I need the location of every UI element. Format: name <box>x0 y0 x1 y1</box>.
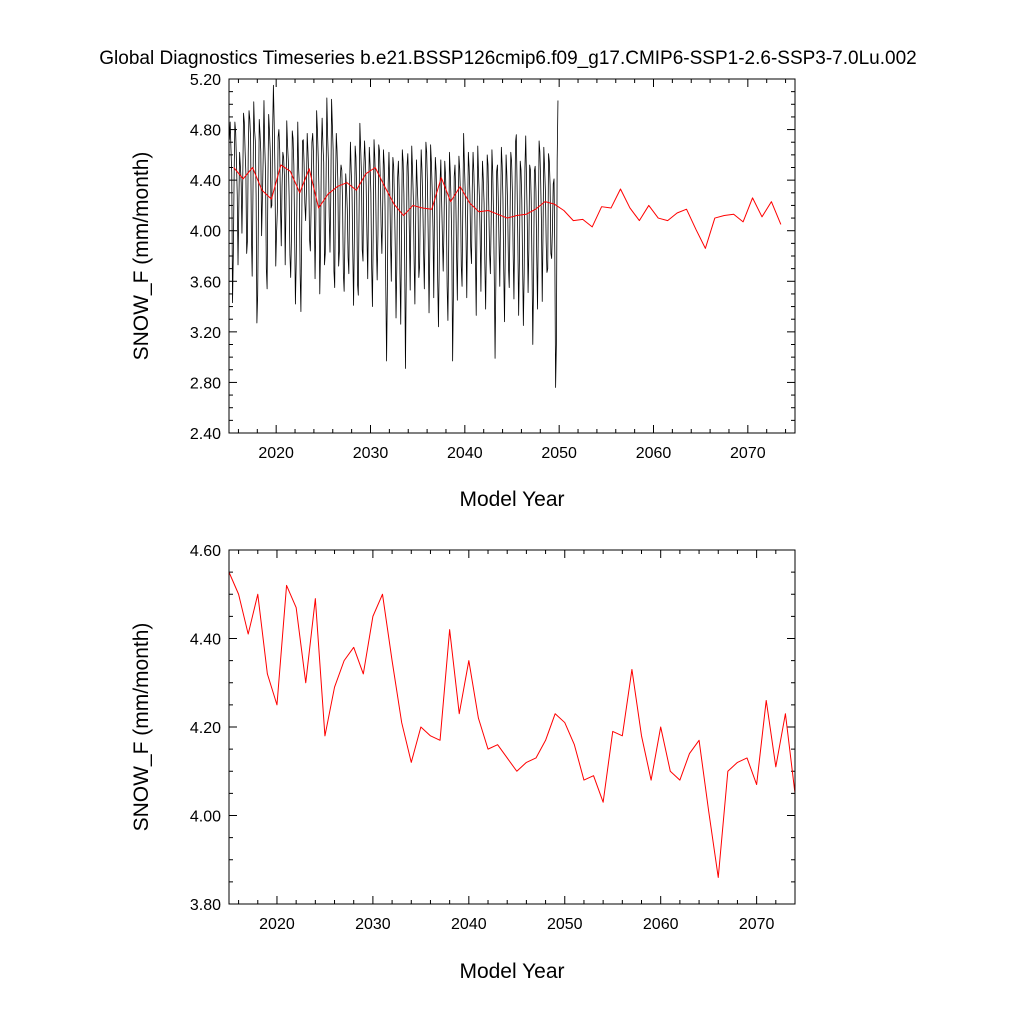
bottom-panel-frame <box>228 549 796 905</box>
bottom-panel-y-tick-label: 3.80 <box>190 897 221 914</box>
bottom-panel-x-tick-label: 2030 <box>355 916 391 933</box>
bottom-panel-x-tick-label: 2070 <box>739 916 775 933</box>
top-panel-frame <box>228 78 796 434</box>
top-panel: 2020 2030 2040 2050 2060 2070 2.40 2.80 3.20 3.60… <box>130 72 796 511</box>
top-panel-y-tick-label: 4.80 <box>190 123 221 140</box>
top-panel-series <box>228 84 782 388</box>
top-panel-x-tick-label: 2030 <box>353 445 389 462</box>
bottom-panel-y-axis-label: SNOW_F (mm/month) <box>130 623 153 832</box>
top-panel-y-tick-label: 3.20 <box>190 325 221 342</box>
bottom-panel-x-tick-label: 2020 <box>259 916 295 933</box>
top-panel-y-tick-label: 2.40 <box>190 426 221 443</box>
top-panel-y-tick-label: 5.20 <box>190 72 221 89</box>
top-panel-x-tick-label: 2070 <box>730 445 766 462</box>
bottom-panel-x-tick-label: 2050 <box>547 916 583 933</box>
top-panel-y-axis-label: SNOW_F (mm/month) <box>130 152 153 361</box>
top-panel-y-tick-label: 2.80 <box>190 375 221 392</box>
top-panel-y-tick-label: 3.60 <box>190 274 221 291</box>
bottom-panel-y-tick-label: 4.20 <box>190 720 221 737</box>
top-panel-x-axis-label: Model Year <box>459 488 564 511</box>
bottom-panel-tick-labels: 2020 2030 2040 2050 2060 2070 3.80 4.00 4.20 4.40… <box>190 543 775 933</box>
top-panel-y-tick-label: 4.40 <box>190 173 221 190</box>
top-panel-y-tick-label: 4.00 <box>190 224 221 241</box>
chart-title: Global Diagnostics Timeseries b.e21.BSSP… <box>99 48 916 69</box>
top-panel-tick-labels: 2020 2030 2040 2050 2060 2070 2.40 2.80 3.20 3.60… <box>190 72 766 462</box>
bottom-panel-series <box>228 571 796 878</box>
bottom-panel-x-axis-label: Model Year <box>459 960 564 983</box>
top-panel-series-line-annual <box>233 164 782 249</box>
top-panel-ticks <box>229 78 795 434</box>
bottom-panel-y-tick-label: 4.60 <box>190 543 221 560</box>
bottom-panel-y-tick-label: 4.00 <box>190 809 221 826</box>
bottom-panel-ticks <box>229 549 796 905</box>
bottom-panel-y-tick-label: 4.40 <box>190 632 221 649</box>
top-panel-x-tick-label: 2020 <box>258 445 294 462</box>
bottom-panel-x-tick-label: 2040 <box>451 916 487 933</box>
bottom-panel-x-tick-label: 2060 <box>643 916 679 933</box>
top-panel-x-tick-label: 2050 <box>541 445 577 462</box>
bottom-panel: 2020 2030 2040 2050 2060 2070 3.80 4.00 4.20 4.40… <box>130 543 796 983</box>
top-panel-series-line-monthly <box>228 84 559 388</box>
bottom-panel-series-line-annual <box>228 571 796 878</box>
top-panel-x-tick-label: 2060 <box>636 445 672 462</box>
top-panel-x-tick-label: 2040 <box>447 445 483 462</box>
